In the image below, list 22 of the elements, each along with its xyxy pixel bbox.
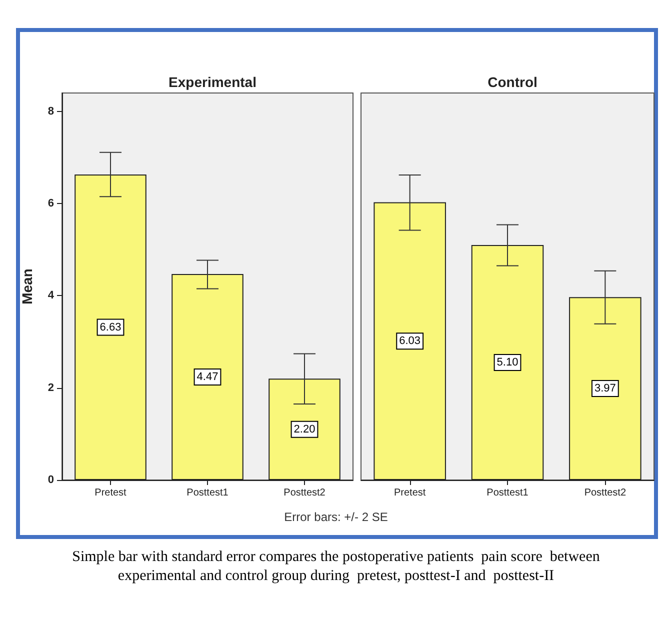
chart-title: Control xyxy=(488,74,538,90)
data-label: 4.47 xyxy=(196,371,218,384)
data-label: 5.10 xyxy=(496,356,518,369)
y-tick-label: 8 xyxy=(48,105,54,118)
data-label: 2.20 xyxy=(294,423,316,436)
text: Error bars: +/- 2 SE xyxy=(283,510,389,524)
y-tick-label: 6 xyxy=(48,198,54,210)
y-tick-label: 4 xyxy=(48,290,55,302)
x-tick-label: Posttest2 xyxy=(284,488,326,498)
chart-title: Experimental xyxy=(168,74,256,90)
data-label: 6.63 xyxy=(100,321,122,334)
x-tick-label: Pretest xyxy=(94,488,127,498)
y-tick-label: 0 xyxy=(48,474,54,486)
x-tick-label: Posttest1 xyxy=(186,488,229,498)
x-tick-label: Posttest1 xyxy=(486,488,529,498)
x-tick-label: Posttest2 xyxy=(584,488,626,498)
data-label: 3.97 xyxy=(594,382,616,395)
data-label: 6.03 xyxy=(399,335,421,348)
x-tick-label: Pretest xyxy=(394,488,426,498)
y-tick-label: 2 xyxy=(48,382,54,394)
y-axis-title: Mean xyxy=(19,268,35,304)
text: Simple bar with standard error compares the postoperative patients pain score between experimental and control group during pretest, posttest-I and posttest-II xyxy=(71,548,601,586)
